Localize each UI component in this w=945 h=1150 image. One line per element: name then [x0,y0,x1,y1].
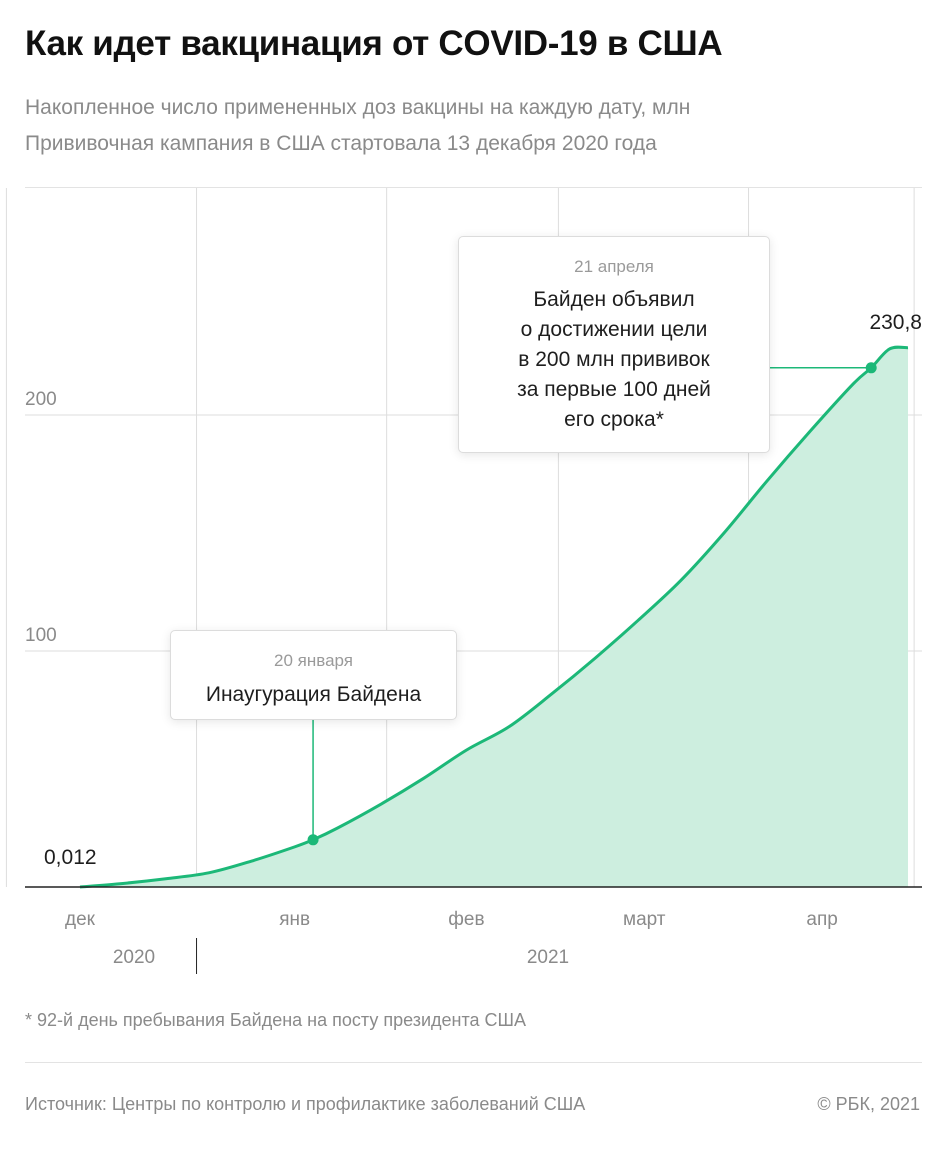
year-label-2021: 2021 [527,947,569,968]
area-chart: 100 200 дек янв фев март апр 2020 2021 0,012 230,8 [5,188,922,974]
annotation-inauguration: 20 января Инаугурация Байдена [170,630,457,720]
annotation-line: в 200 млн прививок [518,348,710,371]
annotation-line: за первые 100 дней [517,378,711,401]
y-tick-label: 100 [25,625,57,646]
annotation-text: Байден объявил о достижении цели в 200 м… [459,285,769,435]
x-tick-label: янв [279,909,310,930]
copyright: © РБК, 2021 [817,1094,920,1114]
annotation-text: Инаугурация Байдена [205,683,422,706]
top-divider [25,187,922,188]
area-fill [80,347,908,887]
annotation-line: Байден объявил [533,288,695,311]
footnote: * 92-й день пребывания Байдена на посту … [25,1010,527,1030]
y-tick-label: 200 [25,389,57,410]
x-tick-label: дек [65,909,96,930]
chart-subtitle-campaign: Прививочная кампания в США стартовала 13… [25,132,657,155]
bottom-divider [25,1062,922,1063]
x-tick-label: апр [806,909,837,930]
annotation-dot-inauguration [307,834,319,846]
end-value-label: 230,8 [869,311,922,334]
source-note: Источник: Центры по контролю и профилакт… [25,1094,586,1114]
x-tick-label: фев [448,909,484,930]
annotation-dot-goal [865,362,877,374]
start-value-label: 0,012 [44,846,97,869]
series-line [79,345,909,889]
annotation-line: о достижении цели [520,318,708,341]
annotation-line: его срока* [564,408,664,431]
annotation-date: 20 января [274,651,353,670]
annotation-goal: 21 апреля Байден объявил о достижении це… [458,236,770,453]
x-tick-label: март [623,909,666,930]
annotation-date: 21 апреля [574,257,654,276]
chart-subtitle: Накопленное число примененных доз вакцин… [25,96,691,119]
chart-title: Как идет вакцинация от COVID-19 в США [25,24,723,63]
year-label-2020: 2020 [113,947,155,968]
